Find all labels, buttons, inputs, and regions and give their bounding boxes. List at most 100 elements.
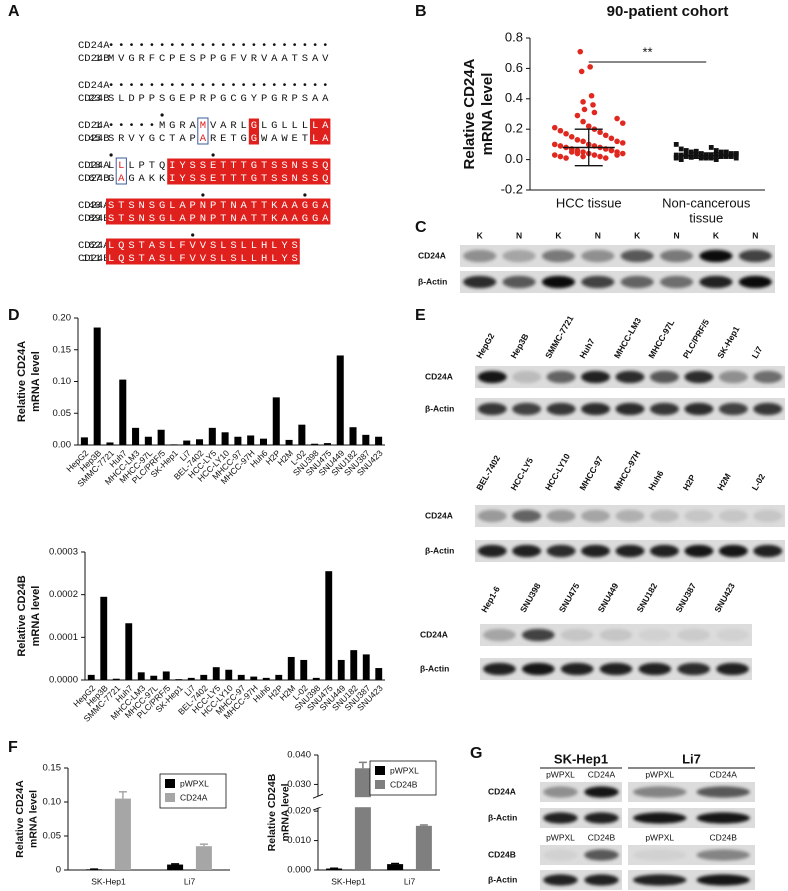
residue: G	[169, 93, 175, 105]
residue: T	[261, 200, 267, 212]
residue: •	[230, 80, 236, 92]
y-tick-label: 0.0	[505, 151, 523, 166]
band	[477, 544, 507, 558]
data-point	[708, 145, 714, 150]
residue: V	[322, 53, 329, 65]
band	[649, 402, 679, 416]
residue: T	[220, 173, 226, 185]
sequence-start: 89	[88, 213, 101, 225]
lane-label: pWPXL	[645, 769, 674, 779]
sequence-name: CD24B	[78, 173, 110, 185]
residue: •	[149, 120, 155, 132]
x-tick-label: Non-cancerous	[662, 195, 751, 210]
residue: P	[169, 53, 175, 65]
residue: K	[271, 213, 278, 225]
band	[718, 370, 748, 384]
bar	[262, 677, 270, 680]
residue: S	[190, 160, 196, 172]
sequence: • • • • • • • • • • • • • • • • • • • • • •	[108, 40, 329, 52]
lane-label: pWPXL	[546, 832, 575, 842]
legend-label: CD24B	[390, 779, 418, 789]
sequence: • • • • • M G R A M V A R L G L G L L L L A	[108, 120, 329, 132]
bar	[325, 571, 333, 680]
bar	[415, 825, 432, 870]
legend-swatch	[165, 793, 175, 802]
residue: N	[200, 213, 206, 225]
residue: L	[220, 253, 226, 265]
legend-swatch	[375, 780, 385, 789]
data-point	[602, 132, 609, 139]
residue: •	[322, 80, 328, 92]
residue: R	[179, 120, 186, 132]
residue: S	[108, 213, 114, 225]
data-point	[713, 148, 719, 153]
bar	[354, 768, 371, 870]
residue: G	[159, 213, 165, 225]
residue: T	[139, 240, 145, 252]
x-tick-label: HCC tissue	[556, 195, 622, 210]
band	[615, 509, 645, 523]
data-point	[683, 151, 689, 157]
residue: •	[292, 40, 298, 52]
residue: T	[149, 160, 155, 172]
residue: A	[322, 200, 329, 212]
band	[620, 275, 654, 289]
residue: G	[271, 93, 277, 105]
data-point	[723, 154, 729, 159]
band	[599, 628, 633, 642]
band	[546, 402, 576, 416]
bar	[187, 677, 195, 680]
residue: S	[149, 213, 155, 225]
band	[638, 662, 672, 676]
residue: T	[230, 173, 236, 185]
residue: Y	[281, 253, 288, 265]
residue: A	[322, 133, 329, 145]
bar	[337, 659, 345, 680]
residue: •	[261, 40, 267, 52]
lane-label: HCC-LY5	[508, 456, 535, 492]
band	[699, 249, 733, 263]
residue: C	[159, 133, 165, 145]
lane-label: CD24B	[588, 832, 616, 842]
residue: Q	[322, 160, 328, 172]
y-tick-label: 0.6	[505, 60, 523, 75]
data-point	[688, 154, 694, 160]
residue: A	[190, 120, 197, 132]
residue: I	[169, 160, 175, 172]
residue: L	[312, 120, 318, 132]
residue: S	[230, 253, 236, 265]
residue: M	[108, 53, 114, 65]
residue: S	[149, 200, 155, 212]
band	[584, 874, 619, 886]
data-point	[733, 151, 739, 157]
chart: Relative CD24B mRNA level 0.000 0.010 0.020 0…	[266, 750, 441, 886]
residue: •	[271, 80, 277, 92]
residue: P	[210, 213, 216, 225]
bar	[196, 439, 204, 445]
y-axis-label: Relative CD24A	[14, 780, 26, 858]
residue: H	[261, 253, 267, 265]
chart: Relative CD24A mRNA level 0 0.05 0.10 0.15 SK-…	[14, 763, 230, 886]
residue: S	[108, 93, 114, 105]
residue: A	[139, 173, 146, 185]
y-tick-label: 0.0003	[49, 547, 78, 558]
data-point	[591, 152, 598, 158]
band	[543, 849, 578, 861]
residue: N	[230, 213, 236, 225]
lane-label: SNU423	[712, 581, 737, 614]
y-tick-label: 0.2	[505, 121, 523, 136]
lane-label: pWPXL	[546, 769, 575, 779]
row-label: β-Actin	[488, 812, 517, 822]
residue: P	[261, 93, 267, 105]
bar	[144, 436, 152, 445]
band	[584, 812, 619, 824]
residue: L	[312, 133, 318, 145]
data-point	[577, 48, 584, 55]
data-point	[578, 68, 585, 75]
group-label: Li7	[682, 751, 701, 766]
residue: •	[159, 40, 165, 52]
lane-label: Huh7	[577, 336, 596, 360]
y-axis-label: mRNA level	[27, 790, 39, 848]
residue: S	[108, 133, 114, 145]
sequence-start: 45	[88, 133, 101, 145]
